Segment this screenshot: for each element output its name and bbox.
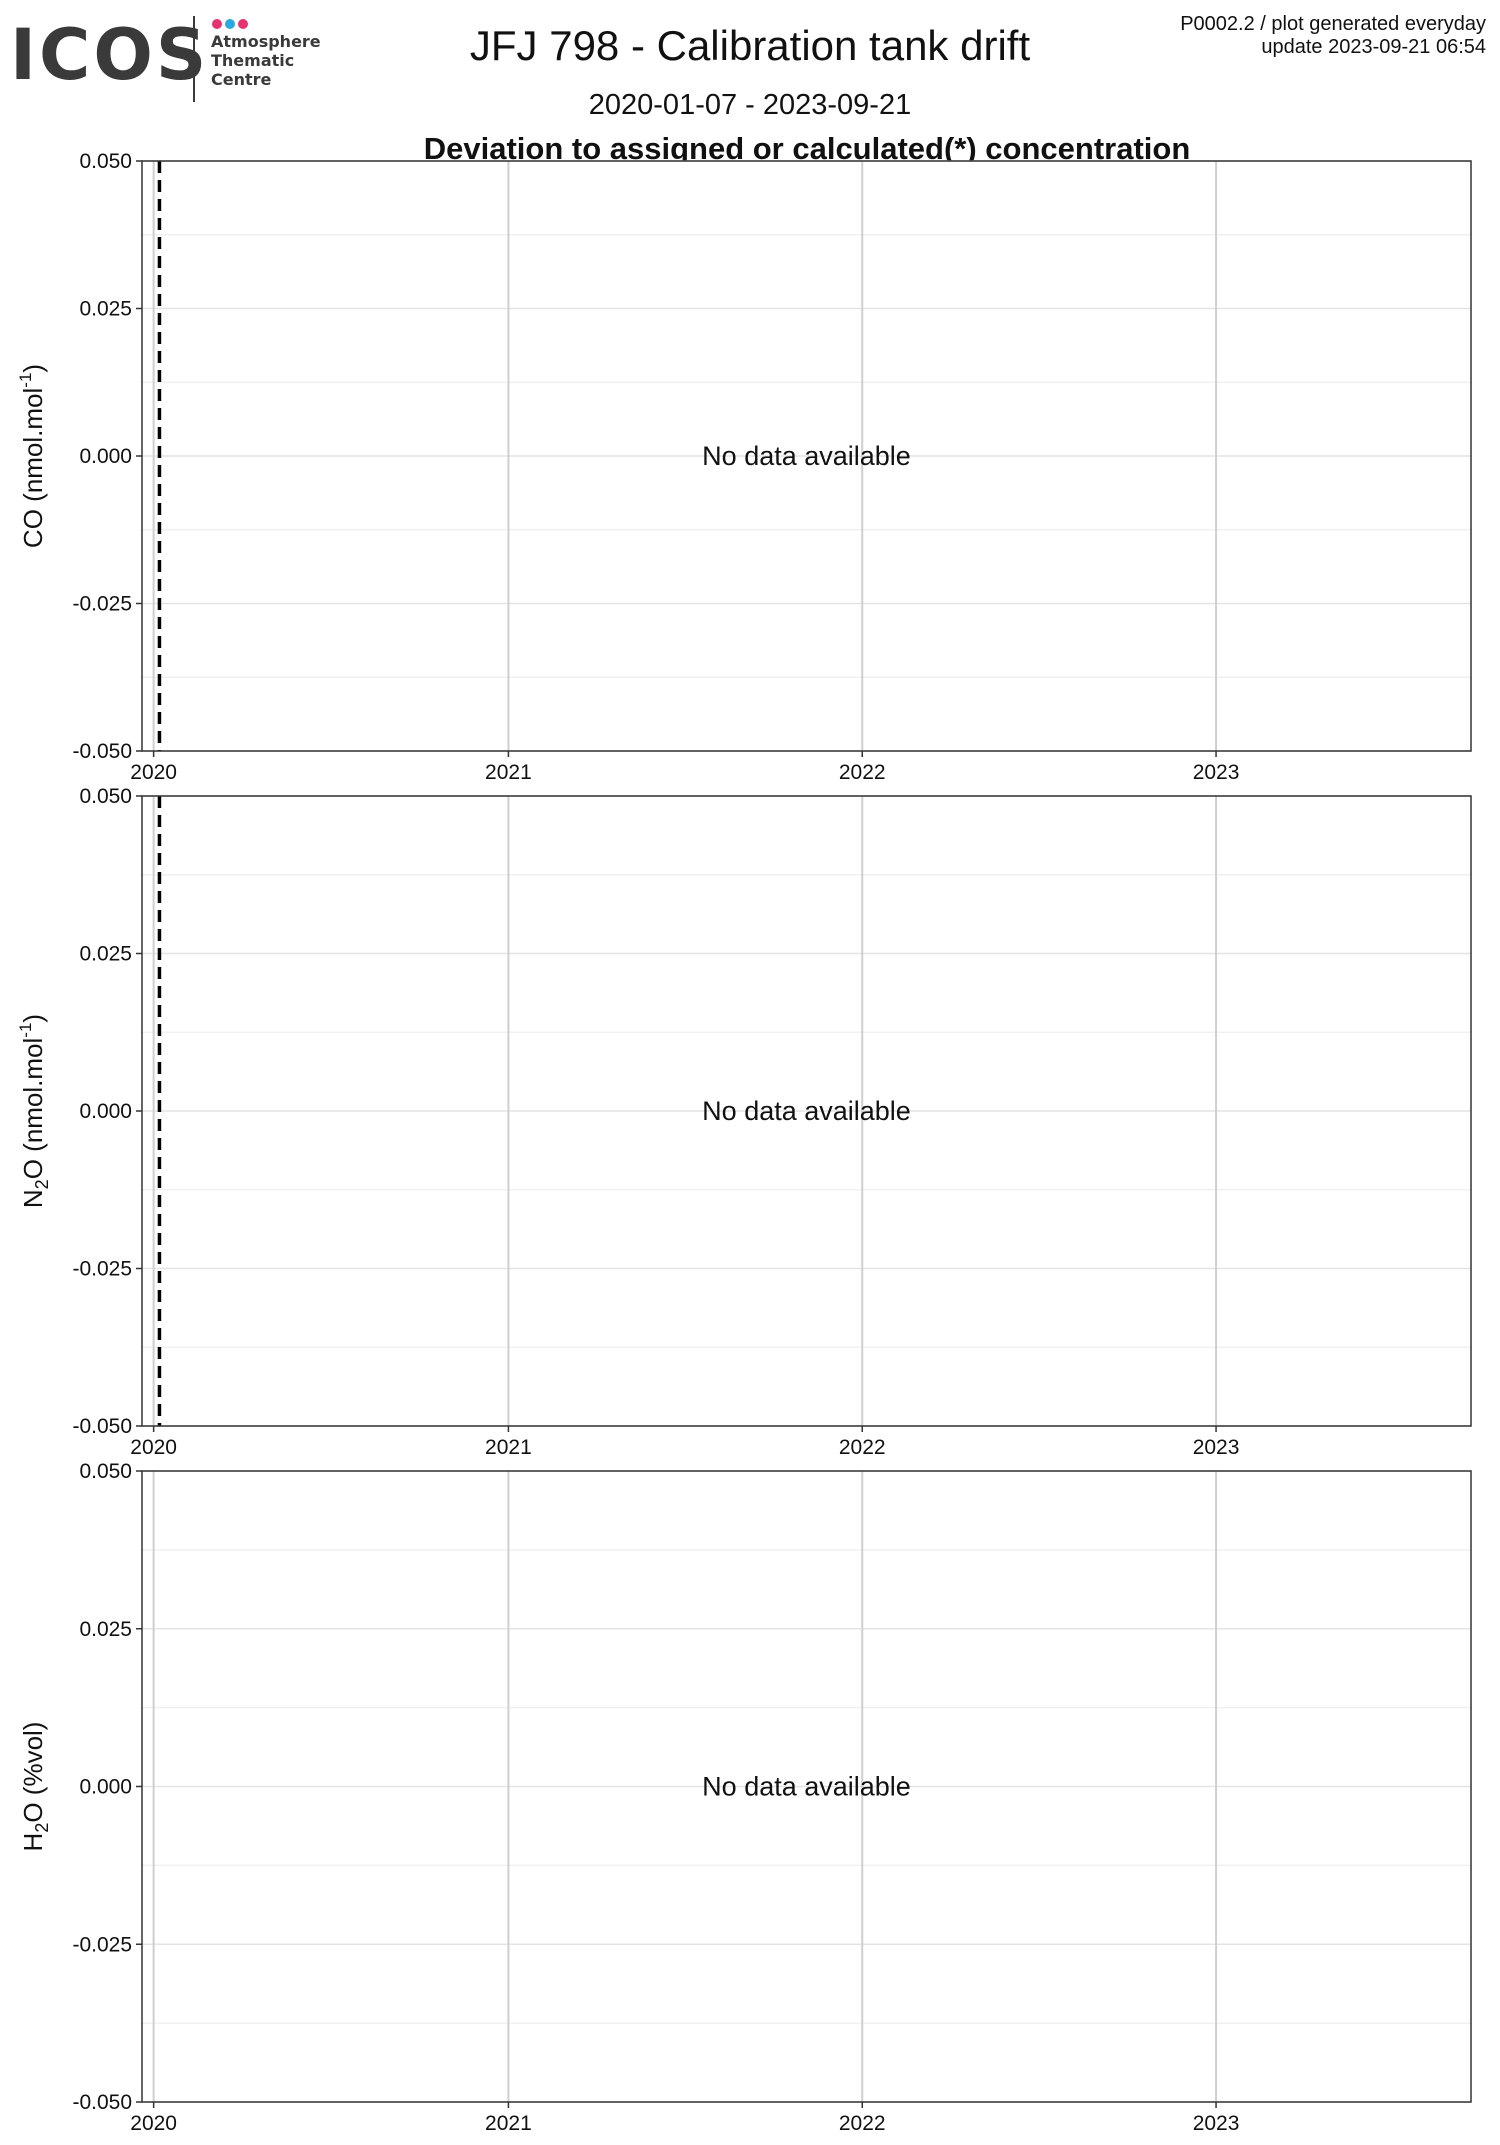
update-info: P0002.2 / plot generated everyday update… bbox=[1180, 13, 1486, 59]
y-tick-label: 0.000 bbox=[79, 445, 132, 468]
y-tick-label: -0.025 bbox=[72, 593, 132, 616]
y-axis-title: CO (nmol.mol-1) bbox=[16, 364, 48, 548]
update-timestamp: update 2023-09-21 06:54 bbox=[1261, 36, 1486, 58]
unit-superscript: -1 bbox=[16, 373, 35, 388]
x-tick-label: 2020 bbox=[130, 1436, 177, 1459]
species-subscript: 2 bbox=[32, 1179, 52, 1189]
x-tick-label: 2021 bbox=[485, 1436, 532, 1459]
x-tick-label: 2023 bbox=[1193, 2112, 1240, 2135]
unit-text: (%vol) bbox=[18, 1722, 48, 1796]
y-tick-label: 0.000 bbox=[79, 1100, 132, 1123]
species-text: O bbox=[18, 1152, 48, 1179]
update-line: P0002.2 / plot generated everyday bbox=[1180, 13, 1486, 35]
panel-heading: Deviation to assigned or calculated(*) c… bbox=[423, 131, 1191, 166]
no-data-message: No data available bbox=[702, 441, 911, 471]
logo-dot bbox=[225, 19, 235, 29]
logo-line: Centre bbox=[211, 70, 272, 89]
unit-text: ) bbox=[18, 1014, 48, 1023]
x-tick-label: 2023 bbox=[1193, 761, 1240, 784]
unit-text: (nmol.mol bbox=[18, 388, 48, 502]
x-tick-label: 2022 bbox=[839, 2112, 886, 2135]
y-axis-title: N2O (nmol.mol-1) bbox=[16, 1014, 52, 1208]
logo-line: Atmosphere bbox=[211, 32, 321, 51]
y-tick-label: -0.050 bbox=[72, 2091, 132, 2114]
logo-dots bbox=[212, 16, 251, 34]
no-data-message: No data available bbox=[702, 1096, 911, 1126]
y-tick-label: 0.025 bbox=[79, 298, 132, 321]
unit-text: ) bbox=[18, 364, 48, 373]
icos-logo: ICOS Atmosphere Thematic Centre bbox=[10, 14, 321, 104]
y-tick-label: -0.025 bbox=[72, 1258, 132, 1281]
logo-divider bbox=[193, 16, 195, 102]
x-tick-label: 2022 bbox=[839, 1436, 886, 1459]
x-tick-label: 2022 bbox=[839, 761, 886, 784]
species-text: O bbox=[18, 1795, 48, 1822]
species-text: H bbox=[18, 1833, 48, 1852]
x-tick-label: 2021 bbox=[485, 2112, 532, 2135]
date-range: 2020-01-07 - 2023-09-21 bbox=[588, 89, 912, 121]
unit-text: (nmol.mol bbox=[18, 1038, 48, 1152]
logo-dot bbox=[238, 19, 248, 29]
y-tick-label: 0.025 bbox=[79, 943, 132, 966]
no-data-message: No data available bbox=[702, 1772, 911, 1802]
x-tick-label: 2021 bbox=[485, 761, 532, 784]
y-tick-label: 0.050 bbox=[79, 1460, 132, 1483]
y-axis-title: H2O (%vol) bbox=[18, 1722, 52, 1852]
logo-line: Thematic bbox=[211, 51, 295, 70]
unit-superscript: -1 bbox=[16, 1023, 35, 1038]
y-tick-label: 0.050 bbox=[79, 150, 132, 173]
logo-tagline: Atmosphere Thematic Centre bbox=[211, 32, 321, 89]
page-title: JFJ 798 - Calibration tank drift bbox=[469, 22, 1031, 69]
y-tick-label: 0.025 bbox=[79, 1618, 132, 1641]
y-tick-label: -0.050 bbox=[72, 1415, 132, 1438]
x-tick-label: 2020 bbox=[130, 2112, 177, 2135]
y-tick-label: -0.050 bbox=[72, 740, 132, 763]
y-tick-label: 0.000 bbox=[79, 1776, 132, 1799]
species-subscript: 2 bbox=[32, 1823, 52, 1833]
logo-wordmark: ICOS bbox=[10, 14, 210, 96]
x-tick-label: 2020 bbox=[130, 761, 177, 784]
species-text: N bbox=[18, 1189, 48, 1208]
y-tick-label: 0.050 bbox=[79, 785, 132, 808]
y-tick-label: -0.025 bbox=[72, 1933, 132, 1956]
logo-dot bbox=[212, 19, 222, 29]
species-text: CO bbox=[18, 502, 48, 548]
x-tick-label: 2023 bbox=[1193, 1436, 1240, 1459]
